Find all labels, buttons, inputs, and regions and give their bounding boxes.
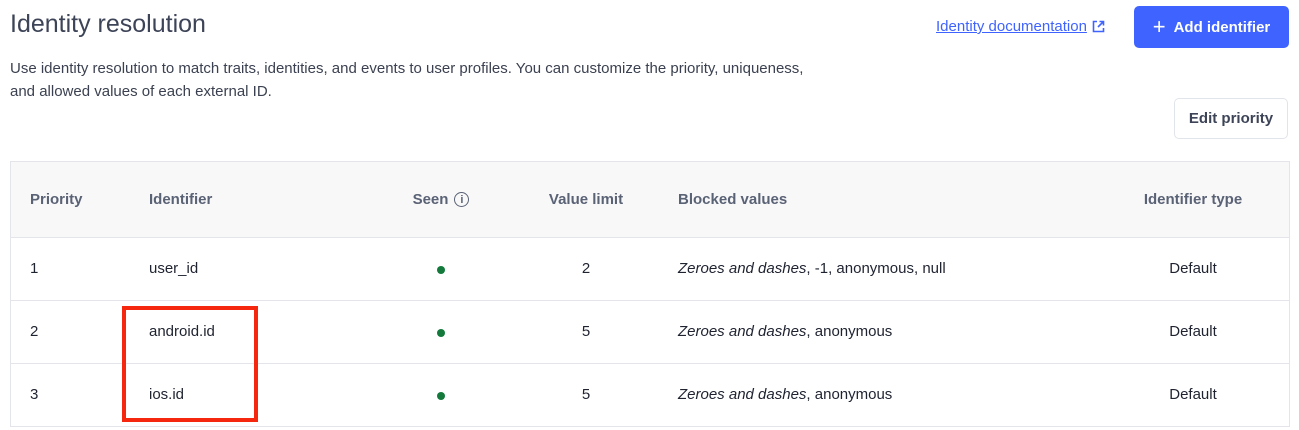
identifiers-table: Priority Identifier Seen i Value limit Bl… bbox=[10, 161, 1290, 427]
add-identifier-button[interactable]: + Add identifier bbox=[1134, 6, 1289, 48]
seen-cell bbox=[391, 260, 491, 274]
value-limit-cell: 5 bbox=[581, 323, 591, 340]
identifier-cell: user_id bbox=[149, 260, 199, 277]
identity-documentation-link[interactable]: Identity documentation bbox=[936, 18, 1105, 35]
add-identifier-label: Add identifier bbox=[1173, 18, 1271, 36]
seen-dot-icon bbox=[437, 329, 445, 337]
table-row[interactable]: 3 ios.id 5 Zeroes and dashes, anonymous … bbox=[11, 364, 1289, 427]
blocked-preset: Zeroes and dashes bbox=[678, 323, 807, 340]
blocked-list: , anonymous bbox=[806, 323, 893, 340]
edit-priority-button[interactable]: Edit priority bbox=[1174, 98, 1288, 139]
table-row[interactable]: 2 android.id 5 Zeroes and dashes, anonym… bbox=[11, 301, 1289, 364]
table-header: Priority Identifier Seen i Value limit Bl… bbox=[11, 162, 1289, 238]
blocked-values-cell: Zeroes and dashes, -1, anonymous, null bbox=[678, 260, 946, 277]
plus-icon: + bbox=[1152, 14, 1166, 39]
page-description: Use identity resolution to match traits,… bbox=[10, 60, 804, 100]
col-seen-label: Seen bbox=[412, 191, 449, 208]
seen-cell bbox=[391, 323, 491, 337]
col-identifier-type: Identifier type bbox=[1143, 191, 1243, 208]
blocked-values-cell: Zeroes and dashes, anonymous bbox=[678, 323, 892, 340]
identifier-cell: ios.id bbox=[149, 386, 185, 403]
info-icon[interactable]: i bbox=[454, 192, 470, 207]
blocked-preset: Zeroes and dashes bbox=[678, 260, 807, 277]
table-row[interactable]: 1 user_id 2 Zeroes and dashes, -1, anony… bbox=[11, 238, 1289, 301]
col-seen: Seen i bbox=[391, 162, 491, 237]
col-priority: Priority bbox=[30, 191, 83, 208]
priority-cell: 1 bbox=[30, 260, 39, 277]
identifier-cell: android.id bbox=[149, 323, 215, 340]
blocked-list: , anonymous bbox=[806, 386, 893, 403]
blocked-preset: Zeroes and dashes bbox=[678, 386, 807, 403]
seen-dot-icon bbox=[437, 392, 445, 400]
external-link-icon bbox=[1092, 20, 1105, 33]
value-limit-cell: 5 bbox=[581, 386, 591, 403]
identifier-type-cell: Default bbox=[1169, 386, 1217, 403]
page-title: Identity resolution bbox=[10, 10, 206, 38]
seen-dot-icon bbox=[437, 266, 445, 274]
seen-cell bbox=[391, 386, 491, 400]
col-value-limit: Value limit bbox=[548, 191, 624, 208]
blocked-list: , -1, anonymous, null bbox=[806, 260, 946, 277]
priority-cell: 3 bbox=[30, 386, 39, 403]
value-limit-cell: 2 bbox=[581, 260, 591, 277]
col-identifier: Identifier bbox=[149, 191, 213, 208]
identifier-type-cell: Default bbox=[1169, 260, 1217, 277]
blocked-values-cell: Zeroes and dashes, anonymous bbox=[678, 386, 892, 403]
col-blocked-values: Blocked values bbox=[678, 191, 788, 208]
identifier-type-cell: Default bbox=[1169, 323, 1217, 340]
doc-link-label: Identity documentation bbox=[936, 18, 1087, 35]
highlight-box bbox=[122, 306, 258, 422]
priority-cell: 2 bbox=[30, 323, 39, 340]
